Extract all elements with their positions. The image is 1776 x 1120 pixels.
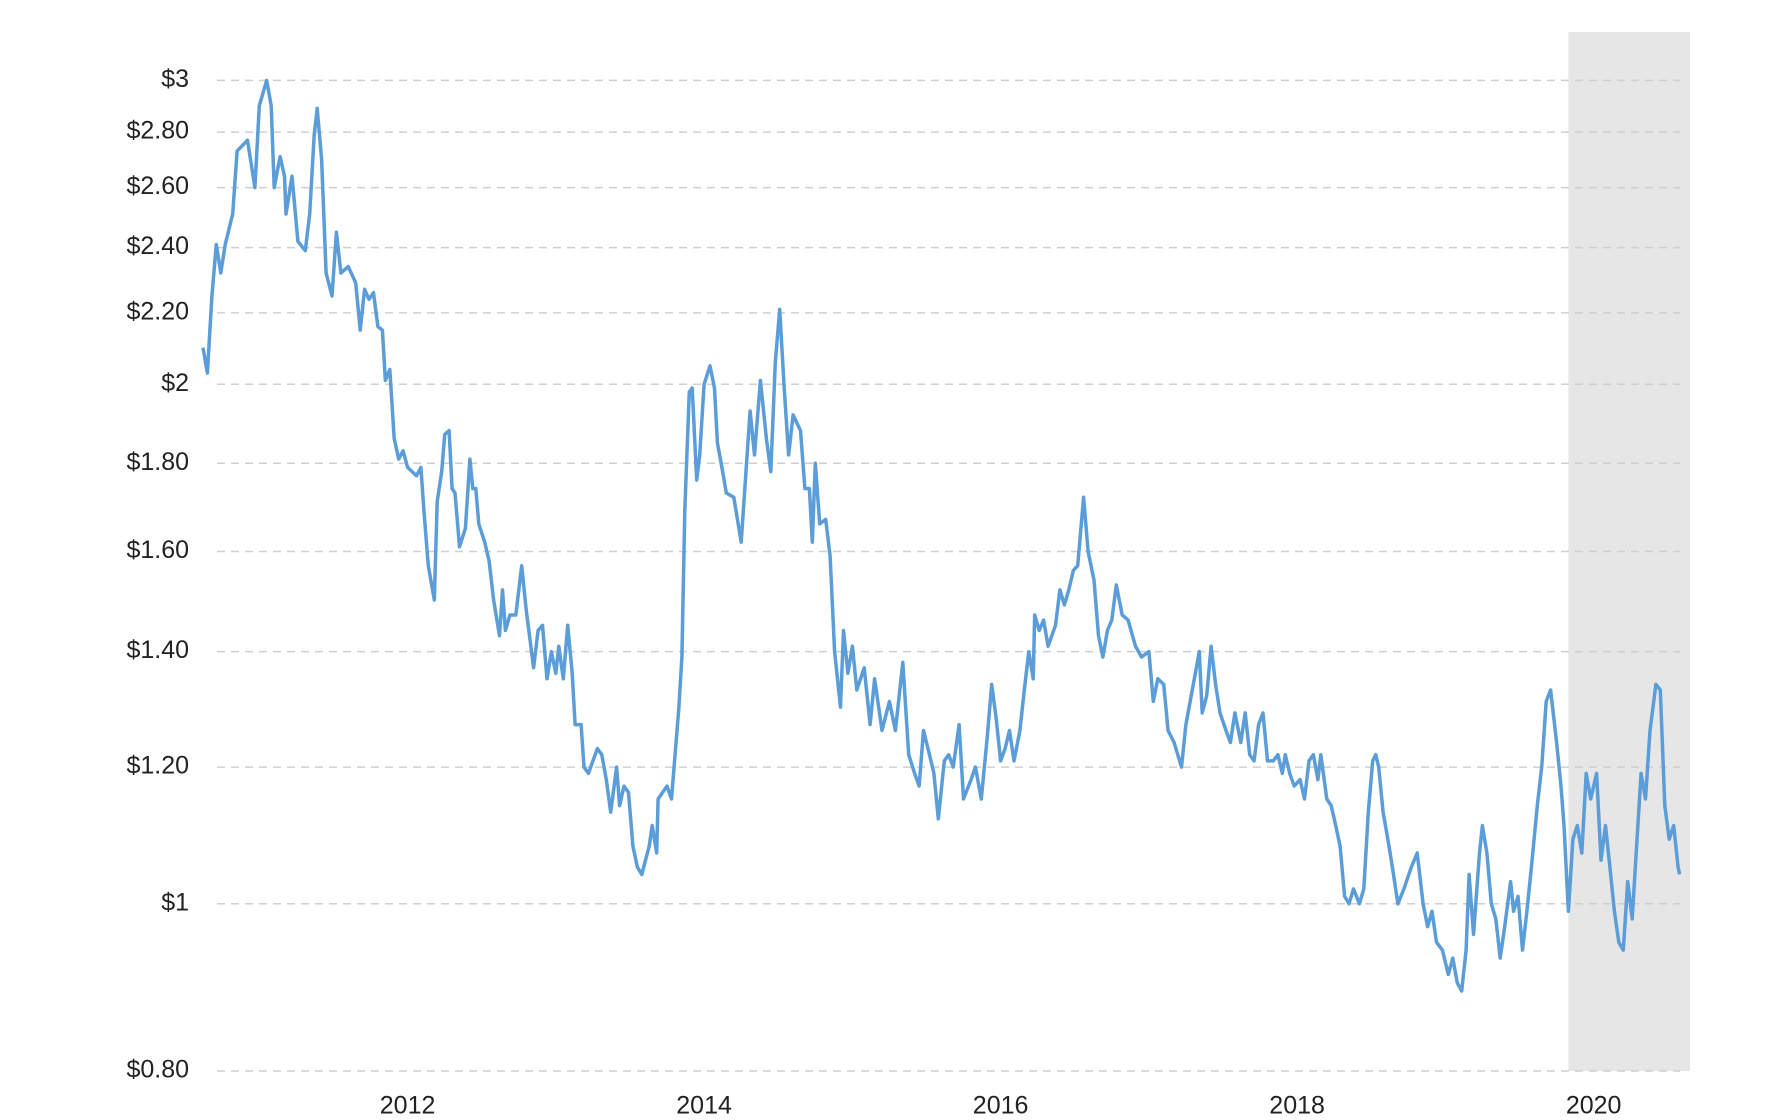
y-tick-label: $1.60 xyxy=(126,536,189,564)
x-tick-label: 2012 xyxy=(380,1092,436,1120)
x-tick-label: 2014 xyxy=(676,1092,732,1120)
y-tick-label: $3 xyxy=(161,65,189,93)
y-tick-label: $0.80 xyxy=(126,1056,189,1084)
y-tick-label: $2.40 xyxy=(126,232,189,260)
y-tick-label: $2.20 xyxy=(126,297,189,325)
shaded-region xyxy=(1568,32,1690,1071)
data-line xyxy=(201,78,1682,993)
y-tick-label: $2.80 xyxy=(126,117,189,145)
y-tick-label: $2 xyxy=(161,369,189,397)
x-tick-label: 2016 xyxy=(973,1092,1029,1120)
y-tick-label: $1.20 xyxy=(126,752,189,780)
x-tick-label: 2020 xyxy=(1566,1092,1622,1120)
y-tick-label: $1.80 xyxy=(126,448,189,476)
x-tick-label: 2018 xyxy=(1269,1092,1325,1120)
y-tick-label: $1 xyxy=(161,888,189,916)
y-tick-label: $2.60 xyxy=(126,172,189,200)
y-tick-label: $1.40 xyxy=(126,636,189,664)
